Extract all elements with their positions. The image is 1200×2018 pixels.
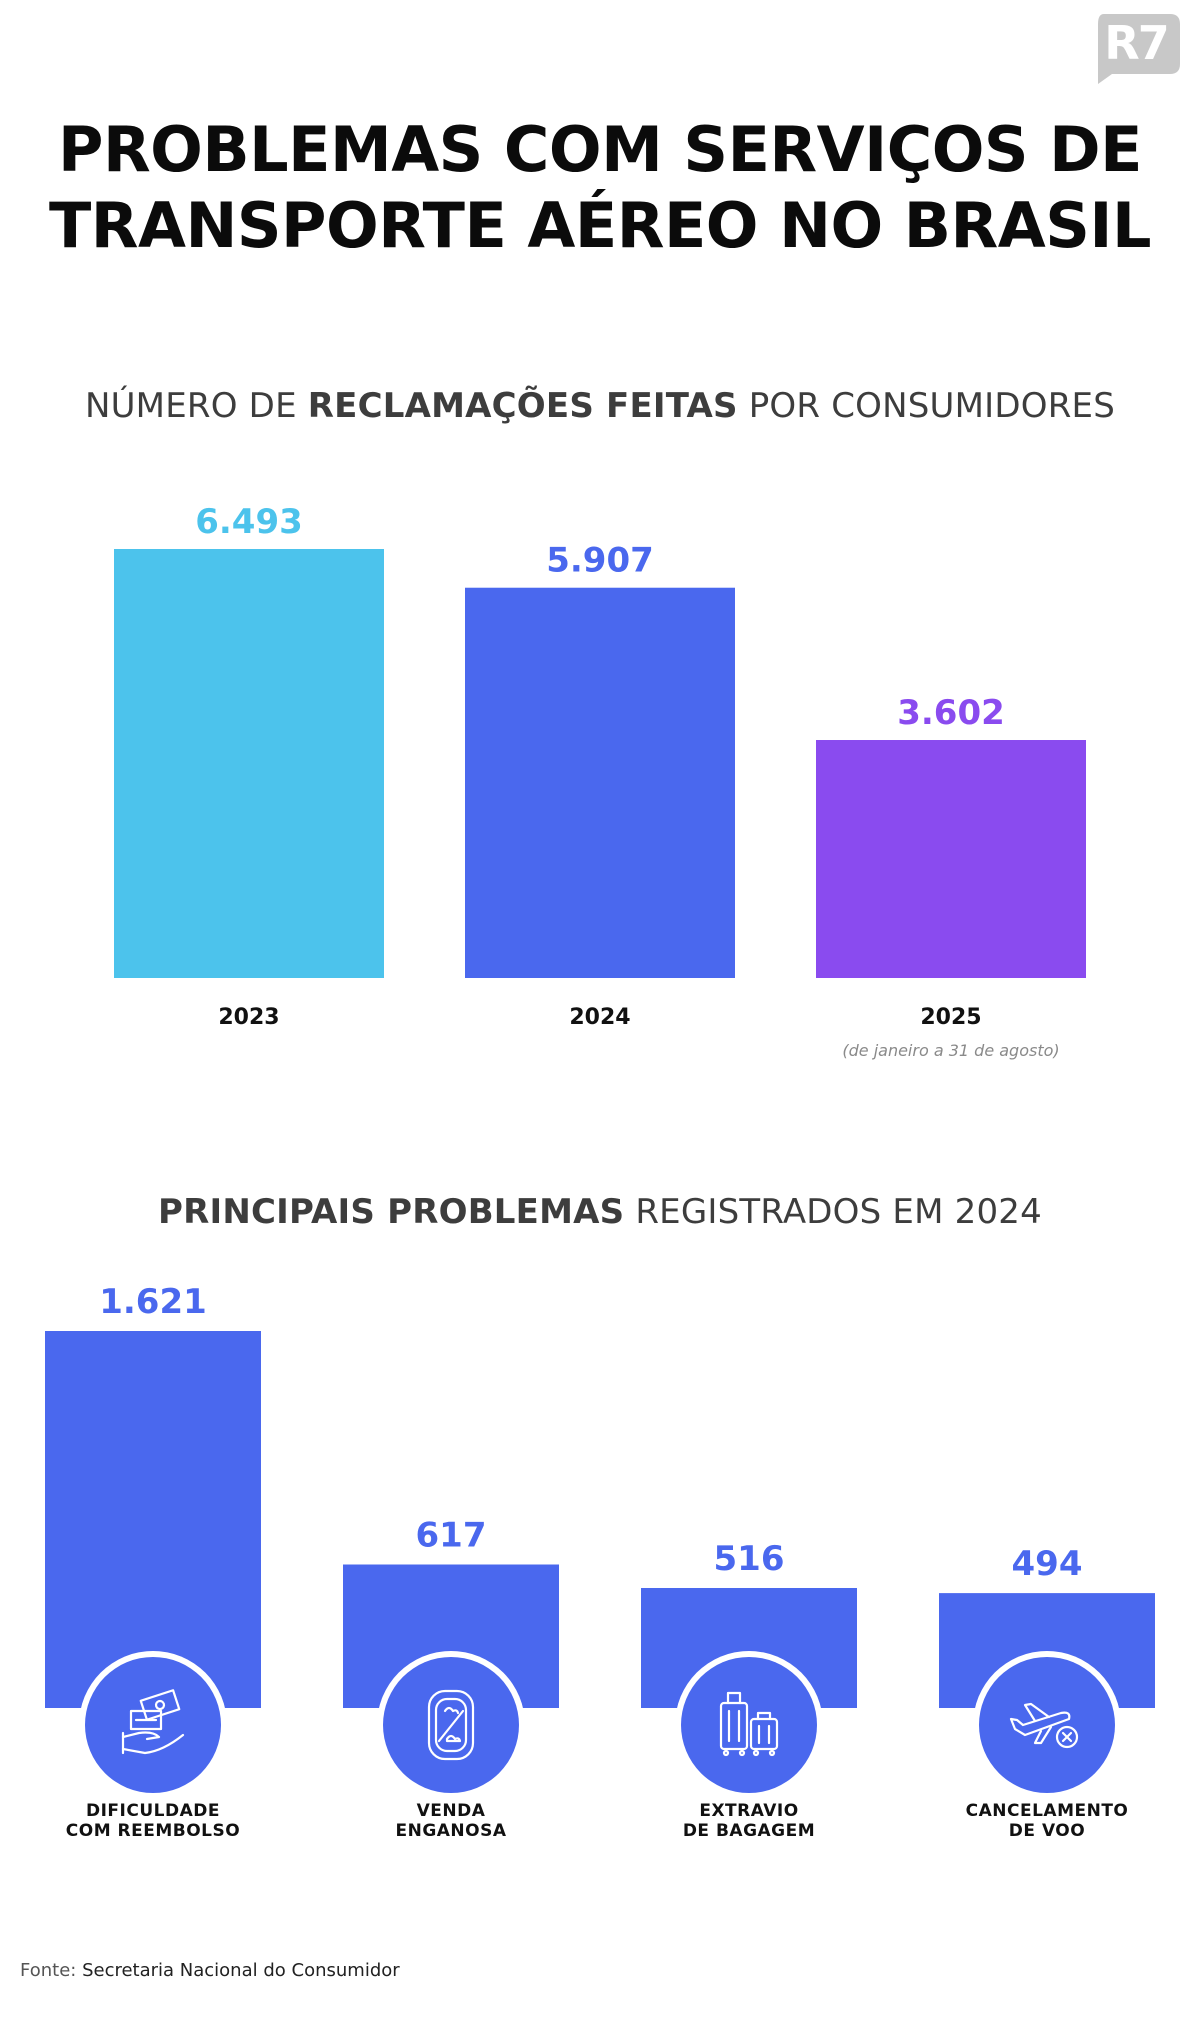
chart1-category-label-2025: 2025 [920, 1005, 981, 1030]
chart2-subtitle: PRINCIPAIS PROBLEMAS REGISTRADOS EM 2024 [0, 1192, 1200, 1232]
chart1-subtitle-prefix: NÚMERO DE [84, 386, 308, 426]
source-note: Fonte: Secretaria Nacional do Consumidor [20, 1960, 400, 1981]
source-prefix: Fonte: [20, 1960, 83, 1981]
chart2-category-label-4-line-2: DE VOO [1009, 1821, 1085, 1841]
chart1-value-label-2025: 3.602 [897, 693, 1005, 733]
chart2-value-label-2: 617 [416, 1516, 487, 1556]
chart2-value-label-3: 516 [714, 1539, 785, 1579]
chart2-category-label-1-line-1: DIFICULDADE [86, 1801, 220, 1821]
title-line-1: PROBLEMAS COM SERVIÇOS DE [58, 113, 1142, 186]
chart1-bar-2023 [114, 549, 384, 978]
chart2-category-label-2-line-1: VENDA [417, 1801, 486, 1821]
source-name: Secretaria Nacional do Consumidor [82, 1960, 400, 1981]
plane-cancel-icon [973, 1651, 1121, 1799]
airplane-window-icon [377, 1651, 525, 1799]
page-title: PROBLEMAS COM SERVIÇOS DE TRANSPORTE AÉR… [0, 112, 1200, 264]
chart1-category-label-2024: 2024 [569, 1005, 630, 1030]
chart1-bar-2024 [465, 587, 735, 978]
chart2-category-label-2-line-2: ENGANOSA [395, 1821, 506, 1841]
chart1-category-label-2023: 2023 [218, 1005, 279, 1030]
chart1-subtitle-suffix: POR CONSUMIDORES [737, 386, 1116, 426]
chart2-bar-1 [45, 1331, 261, 1708]
r7-logo-text: R7 [1104, 16, 1169, 70]
chart1-subtitle-bold: RECLAMAÇÕES FEITAS [307, 386, 738, 426]
chart1-bar-2025 [816, 740, 1086, 978]
chart2-subtitle-bold: PRINCIPAIS PROBLEMAS [158, 1192, 625, 1232]
chart1-value-label-2024: 5.907 [546, 541, 654, 581]
chart2-subtitle-suffix: REGISTRADOS EM 2024 [624, 1192, 1042, 1232]
chart2-value-label-4: 494 [1012, 1544, 1083, 1584]
chart2-category-label-3-line-1: EXTRAVIO [699, 1801, 798, 1821]
chart2-category-label-1-line-2: COM REEMBOLSO [66, 1821, 240, 1841]
chart1-value-label-2023: 6.493 [195, 502, 303, 542]
chart2-category-label-4-line-1: CANCELAMENTO [966, 1801, 1129, 1821]
chart1-note-2025: (de janeiro a 31 de agosto) [842, 1041, 1059, 1060]
r7-logo [1098, 14, 1180, 84]
money-hand-icon [79, 1651, 227, 1799]
chart1-subtitle: NÚMERO DE RECLAMAÇÕES FEITAS POR CONSUMI… [0, 386, 1200, 426]
luggage-icon [675, 1651, 823, 1799]
chart2-value-label-1: 1.621 [99, 1282, 207, 1322]
chart2-category-label-3-line-2: DE BAGAGEM [683, 1821, 815, 1841]
title-line-2: TRANSPORTE AÉREO NO BRASIL [48, 189, 1152, 262]
